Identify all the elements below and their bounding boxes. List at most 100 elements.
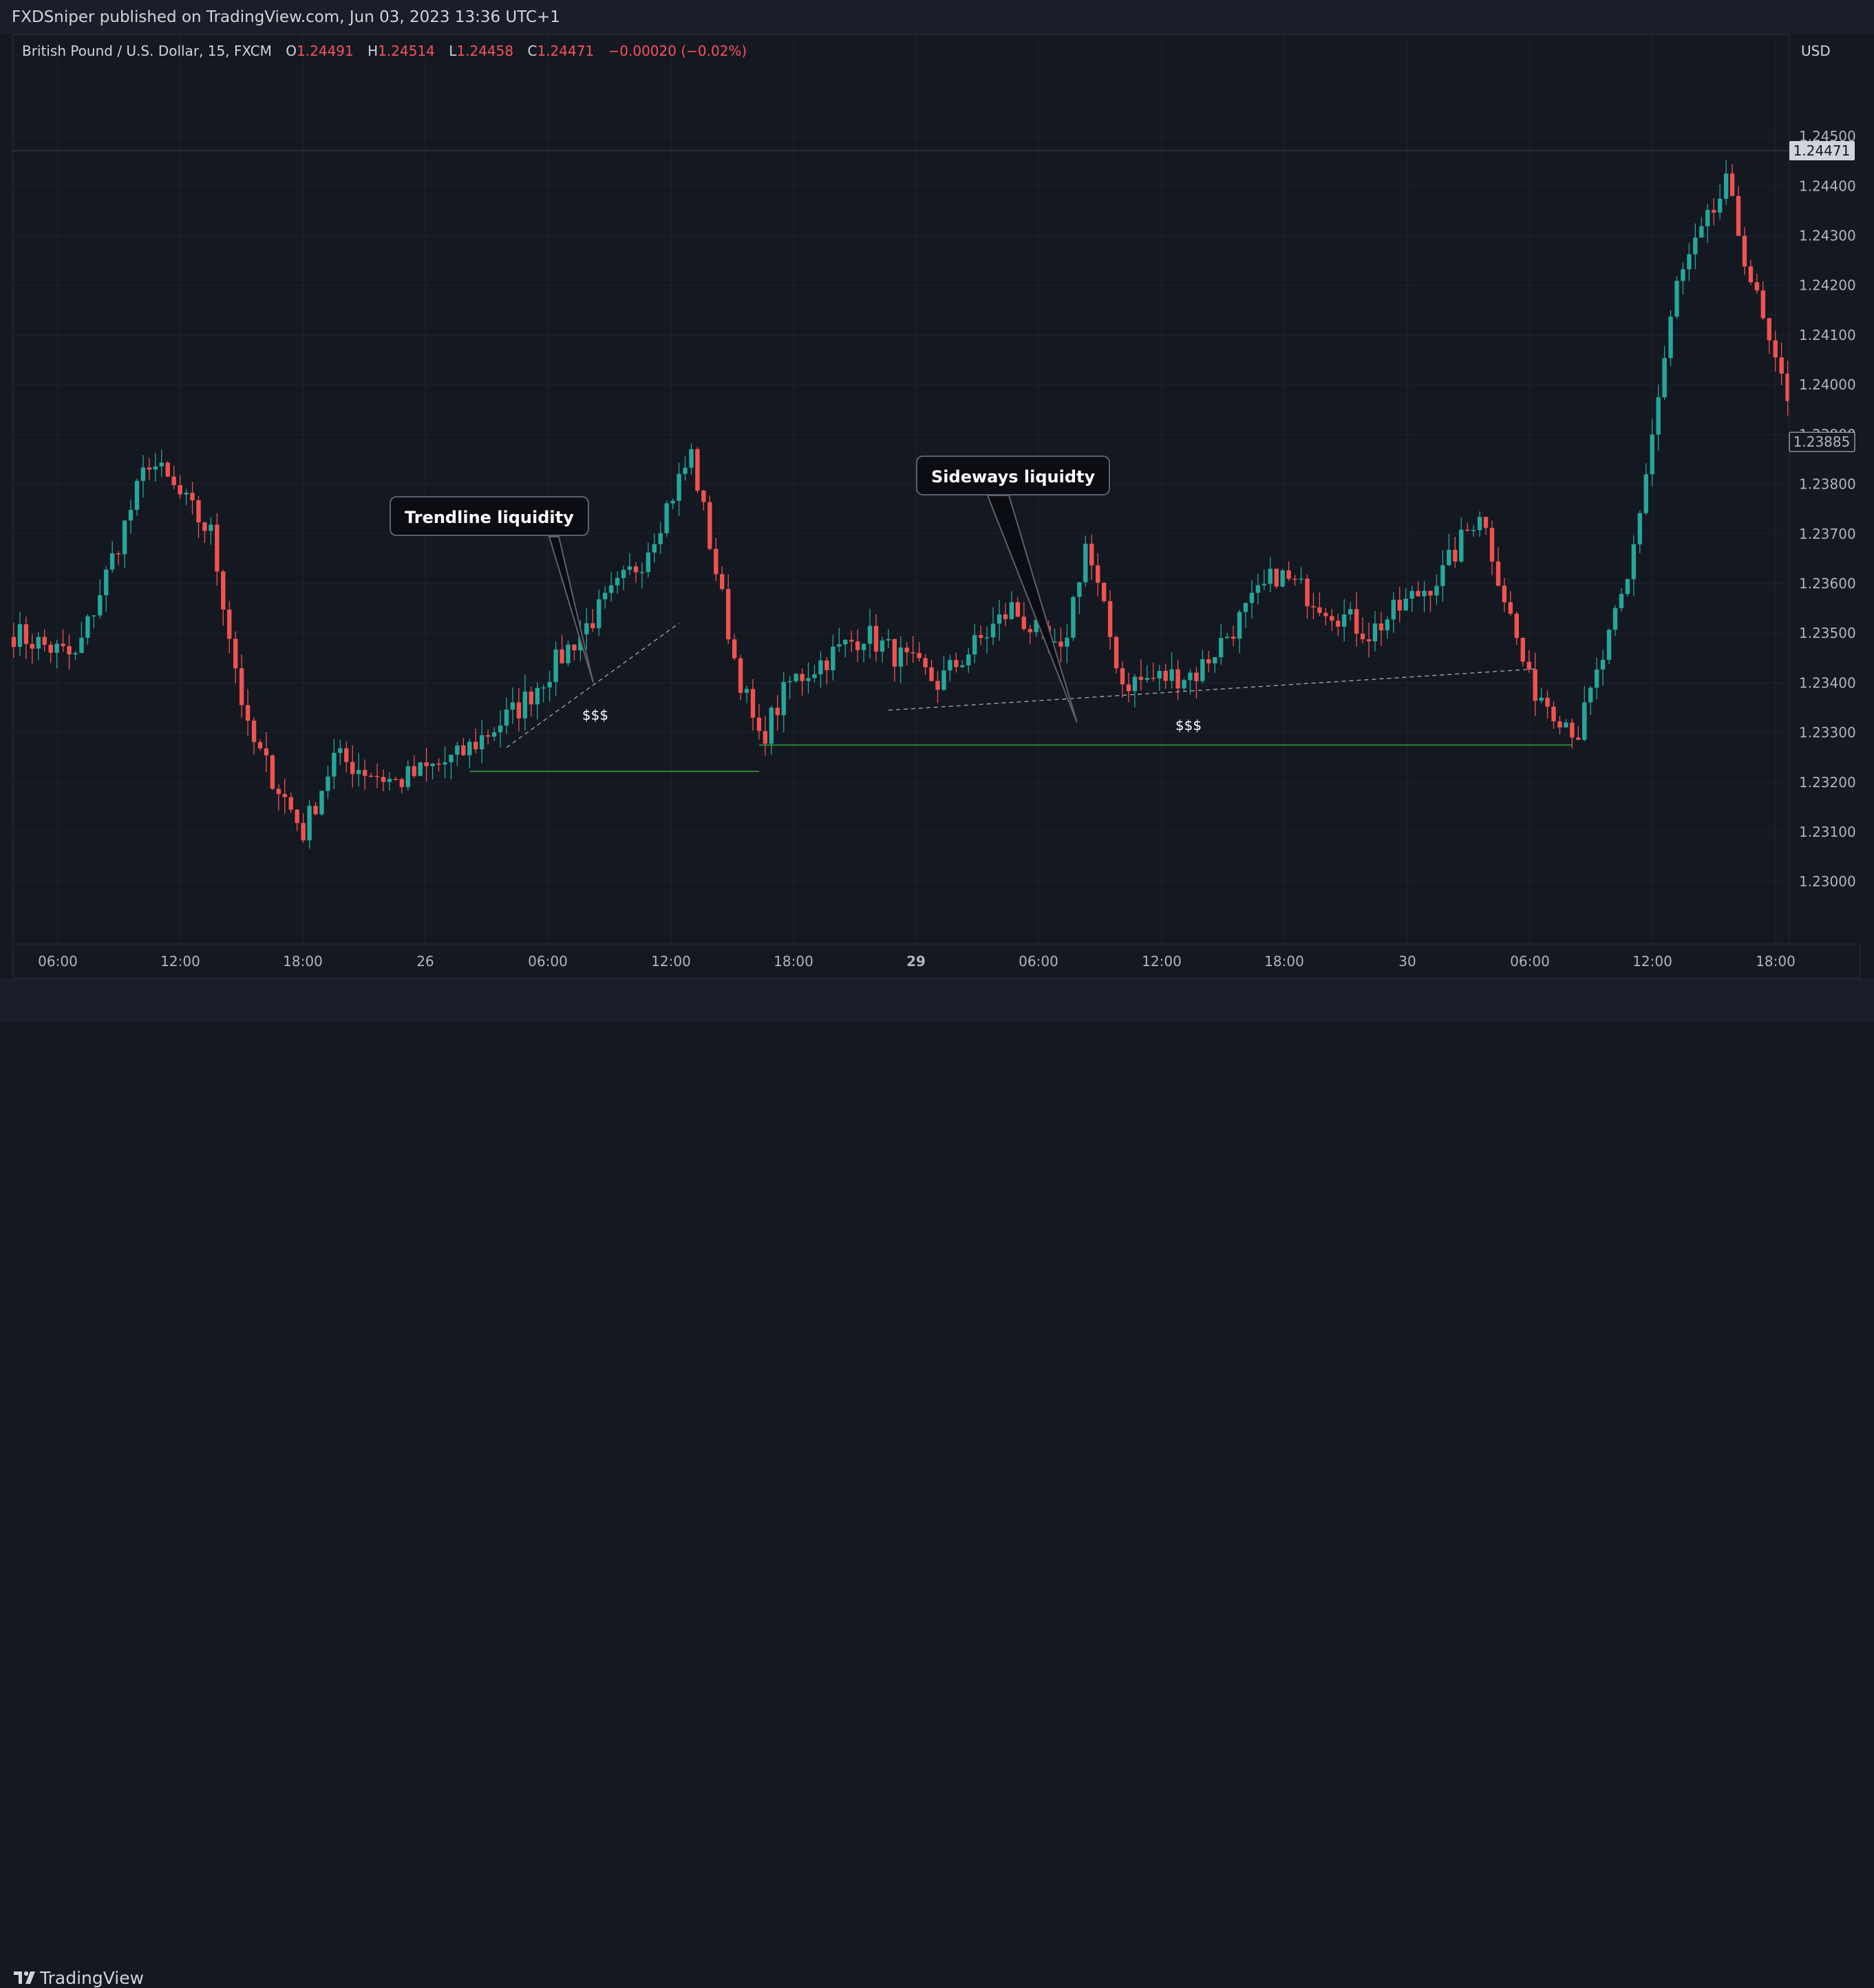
candle-109 [683,456,688,481]
candle-body [122,520,127,555]
candle-body [763,731,768,744]
candle-223 [1385,616,1390,639]
candle-body [1096,565,1100,583]
candle-body [990,623,996,638]
candle-body [677,473,681,501]
candle-15 [104,566,109,612]
price-tick-label: 1.23500 [1799,625,1856,641]
candle-body [590,623,595,628]
low-label: L [449,43,457,59]
candle-41 [264,731,269,772]
price-tick-label: 1.24000 [1799,376,1856,393]
candle-78 [491,727,497,741]
candle-169 [1052,628,1057,643]
candle-body [209,524,213,531]
price-chart[interactable]: 1.245001.244001.243001.242001.241001.240… [0,0,1874,1023]
candle-196 [1219,623,1224,665]
candle-236 [1465,522,1470,532]
candle-body [1360,633,1365,639]
candle-233 [1447,533,1451,566]
candle-body [1299,578,1303,580]
candle-121 [756,704,762,740]
candle-body [1514,613,1519,638]
candle-33 [215,513,220,586]
candle-125 [781,672,786,732]
candle-193 [1200,650,1205,684]
candle-body [726,589,731,640]
last-price-tag: 1.24471 [1789,141,1855,161]
symbol-legend[interactable]: British Pound / U.S. Dollar, 15, FXCM O1… [22,43,747,59]
candle-165 [1027,625,1032,644]
candle-57 [362,759,368,790]
candle-body [1582,702,1587,740]
candle-176 [1096,553,1100,597]
candle-29 [190,482,195,515]
candle-body [1748,266,1754,283]
candle-74 [467,738,472,769]
candle-body [1520,637,1525,662]
candle-73 [461,738,466,756]
candle-231 [1434,574,1439,606]
close-value: 1.24471 [537,43,595,59]
candle-69 [436,758,441,772]
candle-27 [178,475,182,499]
candle-body [1065,637,1069,647]
candle-148 [923,654,928,676]
candle-body [1459,529,1464,562]
open-value: 1.24491 [297,43,354,59]
candle-body [1009,602,1014,619]
candle-279 [1729,164,1735,197]
tradingview-logo-icon[interactable] [12,1967,40,1988]
candle-117 [732,634,737,661]
candle-118 [738,654,743,701]
candle-body [1489,528,1495,562]
candle-238 [1477,511,1482,537]
candle-body [473,742,478,749]
candle-body [424,762,429,767]
candle-151 [941,656,946,692]
candle-56 [356,753,361,787]
candle-200 [1243,602,1248,628]
candle-body [1643,474,1648,513]
candle-body [652,544,657,553]
trendline-liquidity-callout[interactable]: Trendline liquidity [390,496,589,536]
candle-281 [1742,226,1747,275]
candle-body [744,689,749,693]
candle-body [61,643,65,646]
candle-138 [861,643,866,663]
candle-body [23,624,29,644]
candle-body [954,660,959,667]
candle-164 [1021,601,1026,631]
candle-body [1631,544,1637,579]
candle-body [510,702,515,710]
candle-body [270,755,275,789]
candle-136 [849,630,854,652]
candle-108 [677,462,681,516]
candle-body [1409,590,1414,599]
time-tick-label: 12:00 [651,953,691,970]
tradingview-brand-text[interactable]: TradingView [40,1968,145,1988]
candle-body [1453,550,1458,562]
candle-0 [11,623,17,659]
currency-label[interactable]: USD [1801,43,1831,59]
candle-55 [350,745,355,788]
candle-24 [159,449,164,477]
sideways-liquidity-callout[interactable]: Sideways liquidty [916,456,1111,495]
candle-31 [202,521,207,543]
candle-body [498,725,503,733]
candle-42 [270,754,275,791]
open-label: O [286,43,297,59]
candle-28 [184,489,189,506]
callout-pointers [548,495,1078,723]
candle-body [1200,659,1205,681]
close-label: C [527,43,537,59]
candle-body [756,717,762,731]
candle-163 [1015,597,1021,617]
candle-body [1366,639,1372,642]
candle-70 [443,746,447,779]
candle-91 [572,644,577,661]
candle-62 [393,776,398,780]
candle-body [941,670,946,690]
candle-184 [1144,665,1149,683]
price-axis-bg [1789,34,1860,944]
